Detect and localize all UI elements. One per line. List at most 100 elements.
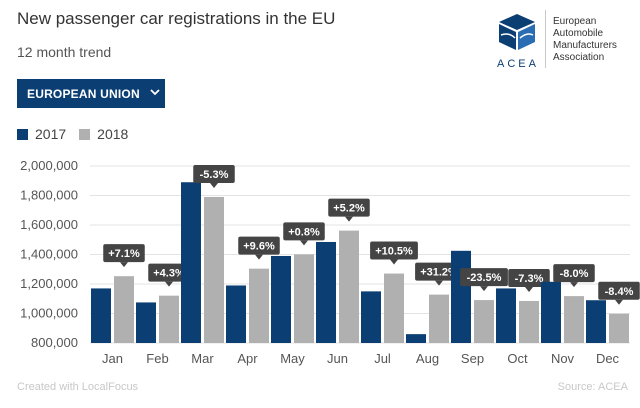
x-tick-label: Jan [102,351,123,366]
change-label-bg [238,236,280,255]
change-label-pointer [525,286,533,292]
change-label: +31.2% [420,267,458,279]
change-label-pointer [210,182,218,188]
change-label-bg [508,268,550,287]
bar-2017 [181,182,201,343]
y-tick-label: 1,000,000 [20,306,78,321]
org-line-4: Association [553,52,605,63]
legend-swatch-2018 [79,128,91,140]
bar-2017 [406,334,426,343]
bar-2018 [564,296,584,343]
change-label-pointer [435,280,443,286]
x-tick-label: Jul [374,351,391,366]
change-label-bg [460,268,508,287]
region-dropdown-label: EUROPEAN UNION [27,86,140,101]
bar-2018 [519,300,539,343]
org-line-3: Manufacturers [553,40,617,51]
change-label-pointer [165,281,173,287]
change-label-bg [370,241,418,260]
bar-2017 [586,300,606,343]
legend-item-2017[interactable]: 2017 [17,126,66,142]
x-tick-label: Apr [237,351,258,366]
change-label-pointer [390,259,398,265]
x-tick-label: Dec [596,351,620,366]
change-label-bg [553,264,595,283]
bar-2018 [384,273,404,343]
bar-2017 [271,255,291,343]
legend-label-2017: 2017 [35,126,67,142]
bar-2017 [226,285,246,343]
bar-2017 [451,250,471,343]
bar-2018 [249,268,269,343]
change-label: +0.8% [288,226,320,238]
change-label: -8.0% [560,268,589,280]
chart-subtitle: 12 month trend [17,44,112,60]
x-tick-label: May [280,351,305,366]
change-label-bg [598,281,640,300]
change-label-pointer [300,240,308,246]
source-text: Source: ACEA [557,381,628,393]
chart-title: New passenger car registrations in the E… [17,9,336,28]
change-label-pointer [345,216,353,222]
change-label: +10.5% [375,246,413,258]
acea-cube-icon [499,14,535,50]
x-tick-label: Mar [191,351,214,366]
org-line-2: Automobile [553,28,604,39]
y-tick-label: 2,000,000 [20,158,78,173]
bar-2017 [541,281,561,343]
change-label: +5.2% [333,203,365,215]
bar-2017 [496,288,516,343]
change-label: -8.4% [605,286,634,298]
change-label: -5.3% [200,169,229,181]
bar-2018 [429,294,449,343]
bar-2018 [609,313,629,343]
y-tick-label: 1,800,000 [20,188,78,203]
bar-2017 [316,241,336,343]
change-label-pointer [255,254,263,260]
acea-acronym: ACEA [497,58,539,70]
x-tick-label: Sep [461,351,484,366]
change-label-bg [283,222,325,241]
chevron-down-icon [150,87,160,99]
bar-2017 [136,302,156,343]
change-label-bg [193,164,235,183]
logo-divider [545,10,546,68]
bar-2018 [294,254,314,343]
change-label-pointer [480,286,488,292]
x-tick-label: Aug [416,351,439,366]
bar-2018 [114,276,134,343]
bar-2018 [204,196,224,343]
change-label: +9.6% [243,241,275,253]
bar-2017 [91,288,111,343]
credit-text: Created with LocalFocus [17,381,139,393]
org-line-1: European [553,16,597,27]
legend-label-2018: 2018 [97,126,129,142]
change-label-bg [103,244,145,263]
change-label: -23.5% [467,272,502,284]
legend-swatch-2017 [17,128,28,140]
y-tick-label: 1,200,000 [20,276,78,291]
change-label-pointer [615,299,623,305]
x-tick-label: Jun [327,351,348,366]
x-tick-label: Oct [507,351,528,366]
x-tick-label: Feb [146,351,168,366]
y-tick-label: 1,600,000 [20,217,78,232]
change-label-pointer [570,282,578,288]
change-label: +7.1% [108,248,140,260]
region-dropdown[interactable]: EUROPEAN UNION [17,79,165,108]
change-label-pointer [120,262,128,268]
acea-org-name: European Automobile Manufacturers Associ… [553,16,617,64]
change-label-bg [328,198,370,217]
y-tick-label: 1,400,000 [20,247,78,262]
bar-2018 [339,230,359,343]
x-tick-label: Nov [551,351,575,366]
change-label-bg [148,263,190,282]
bar-2018 [159,295,179,343]
change-label: -7.3% [515,273,544,285]
legend-item-2018[interactable]: 2018 [79,126,128,142]
acea-logo: ACEA European Automobile Manufacturers A… [495,10,635,70]
change-label: +4.3% [153,268,185,280]
legend: 2017 2018 [17,126,141,142]
change-label-bg [415,262,463,281]
